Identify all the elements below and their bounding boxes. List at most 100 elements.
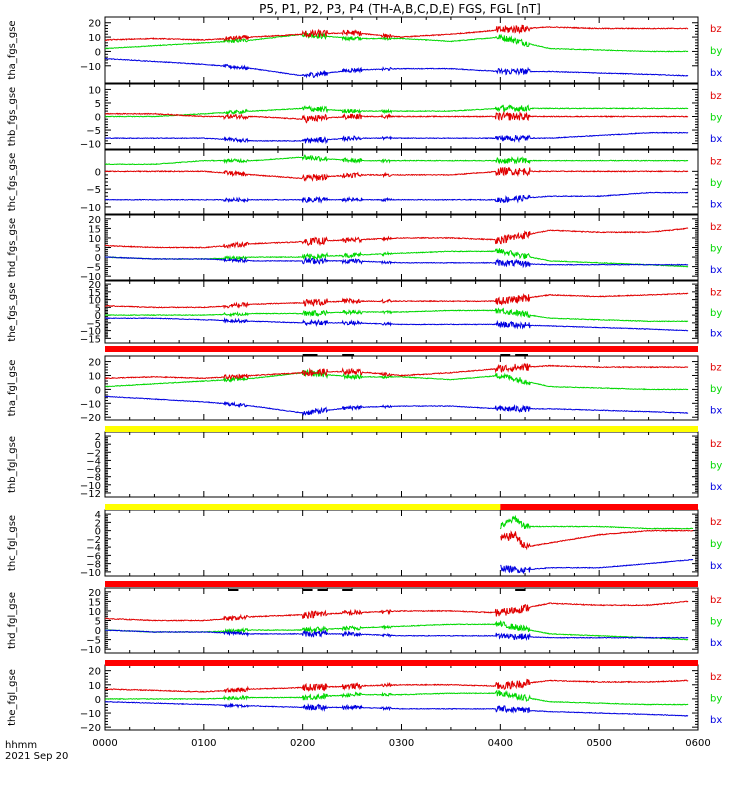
panel-frame (104, 431, 699, 498)
y-tick-label: −10 (80, 203, 101, 214)
series-bz (105, 362, 689, 380)
x-tick-label: 0300 (389, 738, 414, 749)
y-tick-label: −6 (86, 551, 101, 562)
series-bx (105, 256, 689, 269)
x-tick-label: 0400 (488, 738, 513, 749)
y-tick-label: 10 (88, 607, 101, 618)
series-bx (105, 629, 689, 641)
series-bx (105, 131, 689, 145)
mode-bar-mark (342, 589, 353, 591)
y-tick-label: −4 (86, 456, 101, 467)
mode-bar-segment (105, 581, 698, 587)
mode-bar (105, 504, 698, 510)
y-axis-label: thd_fgs_gse (7, 218, 18, 277)
y-tick-label: −20 (80, 723, 101, 734)
y-tick-label: 10 (88, 296, 101, 307)
mode-bar-segment (105, 660, 698, 666)
plot-title: P5, P1, P2, P3, P4 (TH-A,B,C,D,E) FGS, F… (259, 2, 541, 16)
y-tick-label: 10 (88, 681, 101, 692)
legend-by: by (710, 244, 722, 255)
panel-tha_fgl_gse: 20 10 0 −10 −20 tha_fgl_gse bz by bx (7, 355, 722, 424)
legend-bx: bx (710, 134, 722, 145)
series-bz (105, 227, 689, 249)
legend-by: by (710, 461, 722, 472)
series-by (105, 368, 689, 391)
legend-by: by (710, 384, 722, 395)
legend-bx: bx (710, 329, 722, 340)
y-tick-label: −5 (86, 185, 101, 196)
mode-bar-mark (317, 589, 328, 591)
legend-by: by (710, 617, 722, 628)
series-bx (105, 191, 689, 204)
y-tick-label: 20 (88, 19, 101, 30)
legend-bx: bx (710, 199, 722, 210)
panel-frame (104, 664, 699, 731)
legend-by: by (710, 694, 722, 705)
y-tick-label: 20 (88, 280, 101, 291)
y-tick-label: −4 (86, 543, 101, 554)
y-tick-label: 10 (88, 371, 101, 382)
series-by (105, 32, 689, 53)
y-tick-label: −5 (86, 636, 101, 647)
y-tick-label: 10 (88, 234, 101, 245)
mode-bar-mark (500, 354, 511, 356)
series-bz (105, 166, 689, 182)
x-tick-label: 0000 (92, 738, 117, 749)
legend-by: by (710, 113, 722, 124)
panel-thc_fgl_gse: 420−2−4−6−8−10 thc_fgl_gse bz by bx (7, 509, 722, 579)
mode-bar (105, 660, 698, 666)
y-axis-label: tha_fgl_gse (7, 360, 18, 417)
y-tick-label: 20 (88, 667, 101, 678)
y-tick-label: −10 (80, 327, 101, 338)
y-tick-label: −10 (80, 399, 101, 410)
y-axis-label: thc_fgs_gse (7, 153, 18, 212)
mode-bar-segment (105, 346, 698, 352)
series-bz (105, 678, 689, 694)
mode-bar-mark (342, 354, 355, 356)
y-tick-label: 20 (88, 358, 101, 369)
y-tick-label: 0 (95, 113, 101, 124)
y-tick-label: −10 (80, 645, 101, 656)
series-by (105, 620, 689, 641)
y-tick-label: −2 (86, 448, 101, 459)
y-tick-label: −2 (86, 535, 101, 546)
y-tick-label: 4 (95, 510, 101, 521)
y-tick-label: 15 (88, 288, 101, 299)
y-tick-label: −5 (86, 319, 101, 330)
y-tick-label: 15 (88, 224, 101, 235)
mode-bar-segment (105, 426, 698, 432)
legend-bz: bz (710, 517, 722, 528)
mode-bars (105, 346, 698, 666)
mode-bar-mark (302, 589, 313, 591)
y-tick-label: 0 (95, 695, 101, 706)
panel-frame (104, 149, 699, 215)
series-by (499, 514, 694, 530)
y-tick-label: 0 (95, 440, 101, 451)
series-by (105, 689, 689, 706)
series-bz (105, 600, 689, 622)
legend-bz: bz (710, 439, 722, 450)
panel-thb_fgs_gse: 10 5 0 −5 −10 thb_fgs_gse bz by bx (7, 83, 722, 151)
x-tick-label: 0100 (191, 738, 216, 749)
y-tick-label: 0 (95, 167, 101, 178)
y-tick-label: 15 (88, 597, 101, 608)
legend-bz: bz (710, 287, 722, 298)
series-bx (500, 558, 694, 575)
series-bz (105, 24, 689, 42)
y-tick-label: −5 (86, 263, 101, 274)
y-axis-label: tha_fgs_gse (7, 20, 18, 79)
y-axis-label: the_fgl_gse (7, 669, 18, 726)
y-tick-label: −12 (80, 489, 101, 500)
legend-bx: bx (710, 265, 722, 276)
series-by (105, 104, 689, 118)
x-tick-label: 0600 (685, 738, 710, 749)
y-tick-label: 5 (95, 244, 101, 255)
mode-bar-mark (228, 589, 239, 591)
legend-bx: bx (710, 68, 722, 79)
panel-the_fgl_gse: 20 10 0 −10 −20 the_fgl_gse bz by bx (7, 664, 722, 734)
legend-bx: bx (710, 405, 722, 416)
mode-bar-segment (105, 504, 501, 510)
